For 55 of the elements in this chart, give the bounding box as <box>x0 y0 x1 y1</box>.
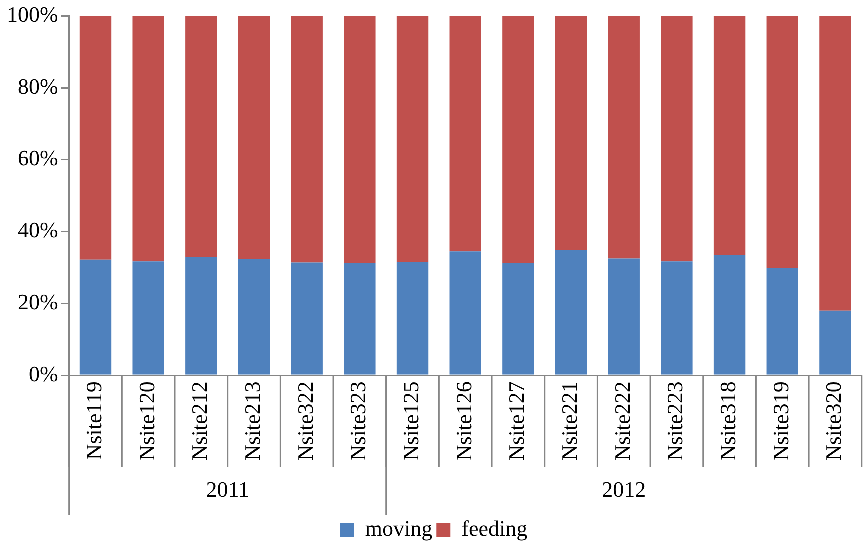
bar <box>291 262 323 375</box>
bar <box>555 16 588 251</box>
x-tick-label: Nsite126 <box>451 382 476 462</box>
bar <box>502 16 534 264</box>
bar <box>661 262 693 375</box>
bar <box>186 16 218 258</box>
bar <box>396 16 429 262</box>
x-tick-label: Nsite223 <box>662 382 688 462</box>
bar <box>608 16 640 259</box>
bar <box>80 260 112 375</box>
x-tick-label: Nsite320 <box>821 382 846 462</box>
x-tick-label: Nsite221 <box>557 382 582 462</box>
y-tick-label: 20% <box>18 289 58 314</box>
bar <box>344 16 376 264</box>
bar <box>661 16 693 262</box>
x-tick-label: Nsite120 <box>134 382 160 462</box>
y-tick-label: 60% <box>18 146 58 171</box>
text: 2012 <box>602 476 646 502</box>
legend-label: moving <box>365 516 433 541</box>
y-tick-label: 0% <box>29 361 58 386</box>
bar <box>820 16 852 311</box>
bar <box>238 259 270 375</box>
bar <box>820 310 852 375</box>
bar <box>714 16 746 256</box>
bar <box>555 250 588 375</box>
x-tick-label: Nsite212 <box>187 382 212 462</box>
x-tick-label: Nsite319 <box>768 382 794 462</box>
bar <box>291 16 323 263</box>
bar <box>132 16 164 262</box>
bar <box>450 16 482 252</box>
bar <box>186 257 218 375</box>
bar <box>132 262 164 375</box>
bar <box>396 262 429 375</box>
bar <box>450 252 482 375</box>
y-tick-label: 100% <box>7 2 58 27</box>
y-tick-label: 80% <box>18 74 58 99</box>
bar <box>608 258 640 375</box>
x-tick-label: Nsite119 <box>82 382 107 460</box>
x-tick-label: Nsite213 <box>240 382 266 462</box>
bar <box>238 16 270 260</box>
x-tick-label: Nsite318 <box>716 382 741 462</box>
bar <box>80 16 112 260</box>
x-tick-label: Nsite222 <box>610 382 635 462</box>
legend-label: feeding <box>462 516 528 541</box>
x-tick-label: Nsite323 <box>346 382 371 462</box>
bar <box>714 255 746 375</box>
bar <box>766 268 798 375</box>
bar <box>502 263 534 375</box>
bar <box>766 16 798 268</box>
x-tick-label: Nsite125 <box>398 382 424 462</box>
y-tick-label: 40% <box>18 218 58 243</box>
x-tick-label: Nsite322 <box>292 382 318 462</box>
text: 2011 <box>206 476 250 502</box>
bar <box>344 263 376 375</box>
x-tick-label: Nsite127 <box>504 382 530 462</box>
